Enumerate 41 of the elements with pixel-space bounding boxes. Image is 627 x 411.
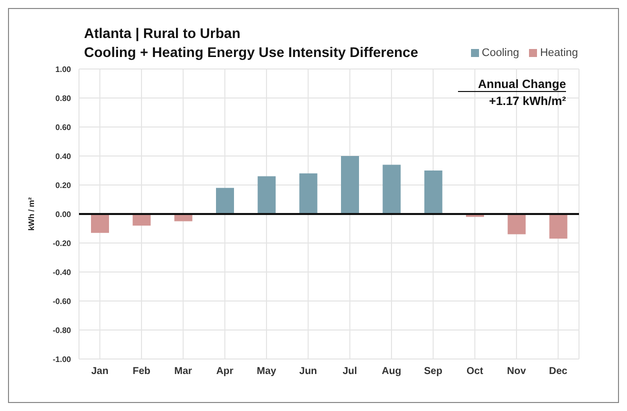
bar: [424, 170, 442, 214]
y-tick-label: 1.00: [55, 64, 72, 74]
bar: [341, 156, 359, 214]
y-tick-label: 0.00: [55, 210, 72, 219]
y-tick-label: -1.00: [52, 354, 72, 364]
y-tick-label: 0.40: [55, 152, 72, 161]
x-tick-label: Nov: [507, 366, 526, 378]
y-tick-label: 0.20: [55, 180, 72, 190]
x-tick-label: Jun: [299, 366, 318, 378]
bar: [299, 173, 318, 214]
legend-label: Cooling: [480, 47, 520, 59]
y-tick-label: 0.80: [55, 94, 72, 103]
x-tick-label: Oct: [466, 366, 484, 378]
bar: [174, 214, 192, 222]
y-tick-label: -0.80: [52, 326, 72, 335]
annotation: Annual Change: [458, 77, 566, 92]
x-tick-label: Dec: [548, 366, 568, 378]
x-tick-label: Mar: [174, 366, 192, 378]
x-tick-label: May: [256, 366, 277, 378]
bar: [508, 214, 526, 234]
bar: [132, 214, 151, 226]
y-tick-label: -0.40: [52, 268, 72, 277]
y-tick-label: 0.60: [55, 122, 72, 132]
bar: [216, 188, 234, 214]
y-tick-label: -0.20: [52, 238, 72, 248]
chart-title: Atlanta | Rural to Urban: [84, 25, 240, 41]
bar: [549, 214, 568, 239]
y-axis-title: kWh / m²: [26, 197, 36, 231]
bar: [382, 164, 401, 214]
chart-subtitle: Cooling + Heating Energy Use Intensity Difference: [84, 44, 418, 60]
x-tick-label: Aug: [382, 366, 402, 378]
legend-label: Heating: [539, 47, 578, 59]
bar: [258, 176, 276, 214]
bar: [91, 214, 109, 233]
x-tick-label: Jul: [342, 366, 358, 378]
y-tick-label: -0.60: [52, 296, 72, 306]
x-tick-label: Jan: [91, 366, 108, 378]
x-tick-label: Sep: [424, 366, 442, 378]
annotation: +1.17 kWh/m²: [488, 94, 566, 108]
x-tick-label: Apr: [216, 366, 234, 378]
x-tick-label: Feb: [132, 366, 150, 378]
